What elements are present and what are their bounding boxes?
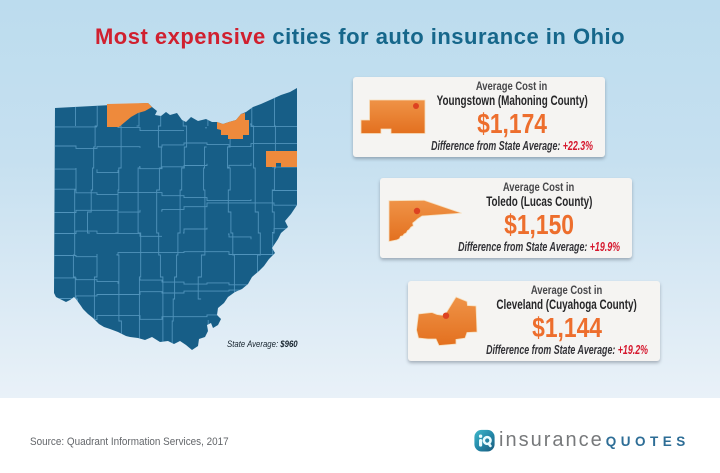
cuyahoga-county-highlight [217, 113, 249, 139]
state-average-value: $960 [280, 339, 298, 350]
city-county-label: Toledo (Lucas County) [485, 193, 593, 210]
cost-card-cleveland: Average Cost in Cleveland (Cuyahoga Coun… [408, 281, 660, 361]
highlighted-counties [107, 103, 297, 167]
cleveland-city-dot [442, 312, 450, 319]
title-rest: cities for auto insurance in Ohio [265, 24, 626, 49]
avg-cost-label: Average Cost in [503, 181, 575, 194]
difference-line: Difference from State Average: +19.9% [458, 238, 620, 254]
mahoning-county-icon [353, 77, 433, 157]
title-highlight: Most expensive [94, 24, 266, 49]
hero-section: Most expensive cities for auto insurance… [0, 0, 720, 398]
difference-value: +22.3% [562, 137, 593, 153]
difference-line: Difference from State Average: +19.2% [486, 341, 648, 357]
ohio-county-map [54, 88, 297, 350]
source-note: Source: Quadrant Information Services, 2… [30, 436, 229, 448]
difference-value: +19.2% [617, 341, 648, 357]
city-county-label: Cleveland (Cuyahoga County) [496, 296, 638, 313]
city-county-label: Youngstown (Mahoning County) [436, 92, 588, 109]
lucas-county-highlight [107, 103, 152, 127]
state-average-label: State Average: $960 [227, 339, 298, 350]
page-title: Most expensive cities for auto insurance… [0, 26, 720, 48]
cuyahoga-county-icon [408, 281, 488, 361]
toledo-city-dot [413, 207, 421, 215]
card-text: Average Cost in Toledo (Lucas County) $1… [458, 178, 632, 258]
logo-text-insurance: insurance [499, 428, 604, 451]
price-value: $1,174 [477, 107, 547, 139]
price-value: $1,144 [532, 311, 602, 343]
youngstown-city-dot [413, 103, 419, 109]
avg-cost-label: Average Cost in [531, 284, 603, 297]
footer: Source: Quadrant Information Services, 2… [0, 398, 720, 473]
lucas-county-icon [380, 178, 462, 258]
card-text: Average Cost in Cleveland (Cuyahoga Coun… [486, 281, 660, 361]
avg-cost-label: Average Cost in [476, 80, 548, 93]
cost-card-youngstown: Average Cost in Youngstown (Mahoning Cou… [353, 77, 605, 157]
mahoning-county-highlight [266, 151, 297, 167]
iq-logo-icon [474, 429, 495, 452]
card-text: Average Cost in Youngstown (Mahoning Cou… [431, 77, 605, 157]
difference-line: Difference from State Average: +22.3% [431, 137, 593, 153]
difference-value: +19.9% [589, 238, 620, 254]
logo-text-quotes: quotes [605, 433, 690, 449]
cost-card-toledo: Average Cost in Toledo (Lucas County) $1… [380, 178, 632, 258]
insurancequotes-logo: insurance quotes [474, 428, 690, 453]
ohio-map-shape [54, 88, 297, 350]
price-value: $1,150 [504, 208, 574, 240]
